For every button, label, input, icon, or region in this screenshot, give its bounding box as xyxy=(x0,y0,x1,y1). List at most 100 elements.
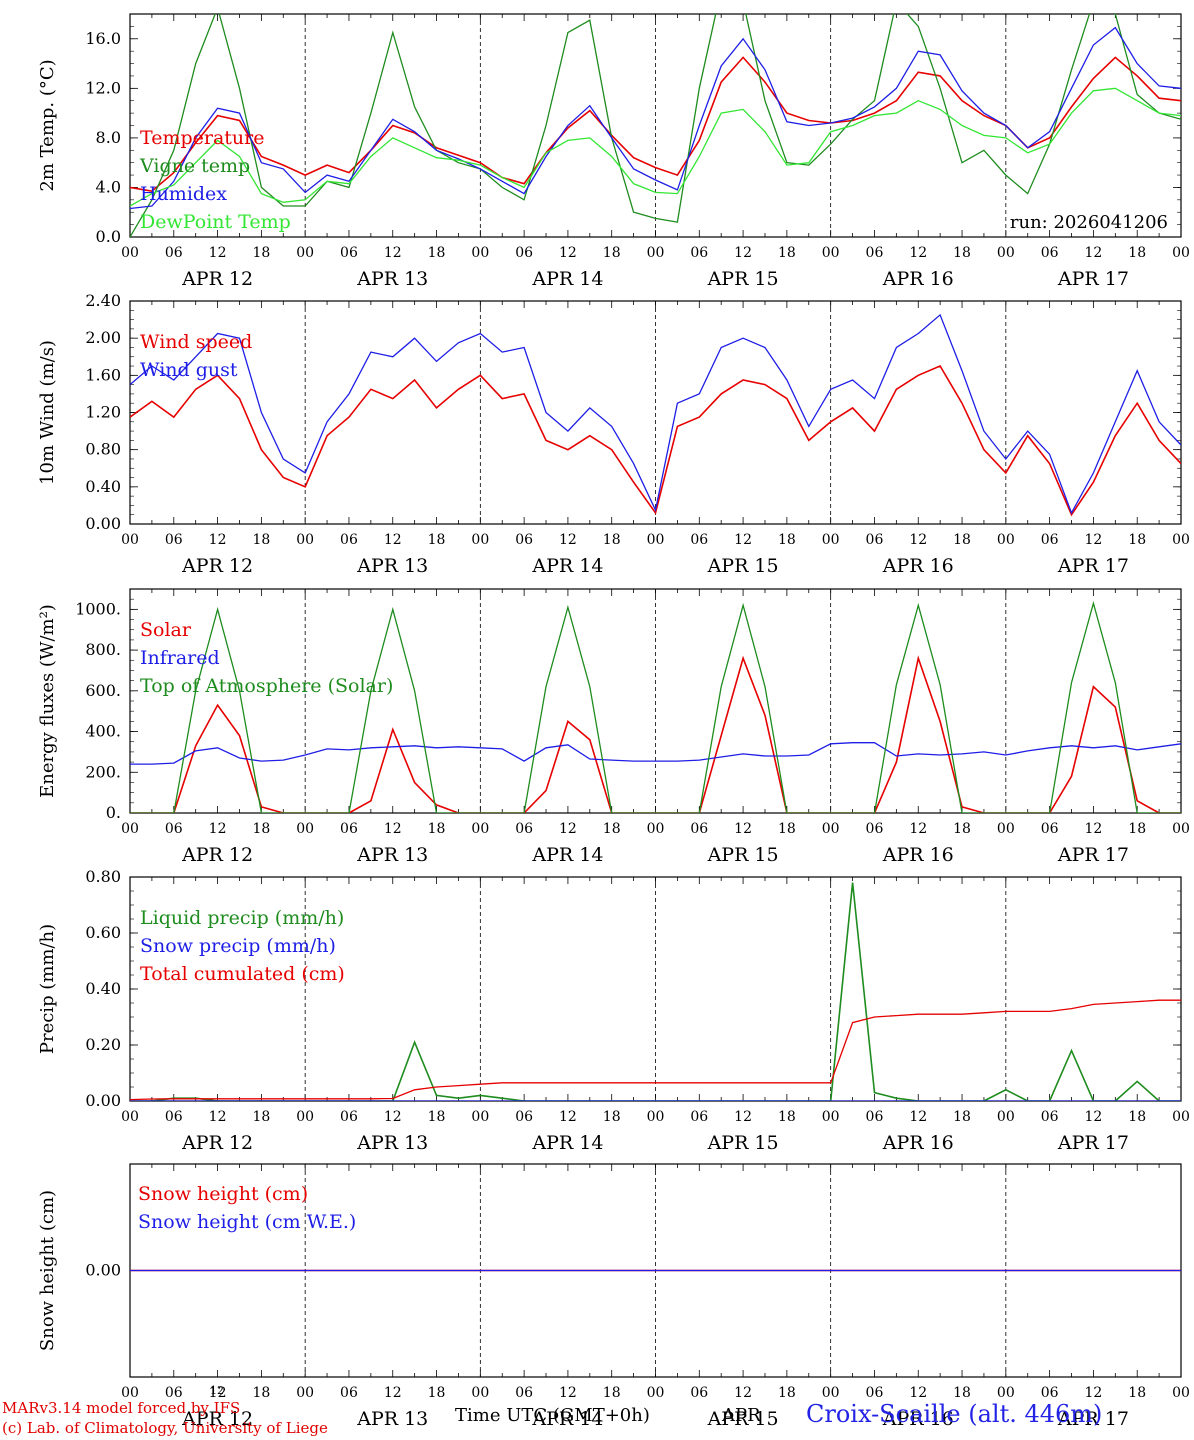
x-tick-label: 06 xyxy=(690,532,708,548)
x-tick-label: 00 xyxy=(296,1109,314,1125)
x-tick-label: 06 xyxy=(340,1385,358,1401)
x-tick-label: 12 xyxy=(559,1385,577,1401)
day-label: APR 12 xyxy=(181,268,253,290)
y-tick-label: 1.20 xyxy=(85,403,121,422)
x-tick-label: 18 xyxy=(428,1109,446,1125)
panel-3: 00 06 12 18 00 06 12 18 00 06 12 18 00 06 12 18 00 06 12 18… xyxy=(37,588,1190,866)
legend-entry: Wind speed xyxy=(140,331,252,353)
x-tick-label: 12 xyxy=(734,245,752,261)
x-tick-label: 00 xyxy=(1172,821,1190,837)
x-tick-label: 00 xyxy=(121,245,139,261)
x-tick-label: 18 xyxy=(1128,1385,1146,1401)
x-tick-label: 06 xyxy=(1041,532,1059,548)
x-tick-label: 18 xyxy=(778,1385,796,1401)
series-line-dewpoint-temp xyxy=(130,87,1181,207)
x-tick-label: 00 xyxy=(471,821,489,837)
legend-entry: Temperature xyxy=(140,127,264,149)
day-label: APR 17 xyxy=(1057,844,1129,866)
y-tick-label: 0.20 xyxy=(85,1035,121,1054)
y-tick-label: 16.0 xyxy=(85,29,121,48)
x-tick-label: 06 xyxy=(340,532,358,548)
legend-entry: Top of Atmosphere (Solar) xyxy=(140,675,393,697)
x-tick-label: 06 xyxy=(866,1385,884,1401)
panel-5: 00 06 12 18 00 06 12 18 00 06 12 18 00 06 12 18 00 06 12 18… xyxy=(37,1163,1190,1430)
day-label: APR 15 xyxy=(707,1408,779,1430)
day-label: APR 14 xyxy=(531,555,603,577)
x-tick-label: 06 xyxy=(1041,821,1059,837)
y-tick-label: 0.00 xyxy=(85,1091,121,1110)
series-line-wind-speed xyxy=(130,364,1181,517)
y-tick-label: 200. xyxy=(85,762,121,781)
x-tick-label: 00 xyxy=(822,821,840,837)
x-tick-label: 12 xyxy=(1085,245,1103,261)
day-label: APR 13 xyxy=(356,1408,428,1430)
day-label: APR 16 xyxy=(882,1408,954,1430)
y-tick-label: 2.00 xyxy=(85,328,121,347)
day-label: APR 15 xyxy=(707,1132,779,1154)
x-tick-label: 18 xyxy=(778,821,796,837)
legend-entry: Snow precip (mm/h) xyxy=(140,935,336,957)
x-tick-label: 18 xyxy=(603,532,621,548)
x-tick-label: 06 xyxy=(1041,1109,1059,1125)
day-label: APR 12 xyxy=(181,555,253,577)
x-tick-label: 00 xyxy=(296,532,314,548)
x-tick-label: 12 xyxy=(734,821,752,837)
y-axis-label: Snow height (cm) xyxy=(37,1190,58,1351)
x-tick-label: 18 xyxy=(1128,532,1146,548)
x-tick-label: 06 xyxy=(690,821,708,837)
x-tick-label: 18 xyxy=(252,1385,270,1401)
x-tick-label: 12 xyxy=(559,1109,577,1125)
y-tick-label: 0.40 xyxy=(85,979,121,998)
x-tick-label: 06 xyxy=(866,821,884,837)
x-tick-label: 00 xyxy=(822,532,840,548)
legend-entry: DewPoint Temp xyxy=(140,211,291,233)
x-tick-label: 00 xyxy=(997,1109,1015,1125)
legend-entry: Humidex xyxy=(140,183,227,205)
x-tick-label: 18 xyxy=(603,1385,621,1401)
x-tick-label: 06 xyxy=(165,532,183,548)
x-tick-label: 00 xyxy=(997,1385,1015,1401)
legend-entry: Infrared xyxy=(140,647,220,669)
day-label: APR 17 xyxy=(1057,555,1129,577)
x-tick-label: 00 xyxy=(997,532,1015,548)
x-tick-label: 18 xyxy=(428,532,446,548)
legend-entry: Liquid precip (mm/h) xyxy=(140,907,344,929)
time-axis-title: Time UTC (GMT+0h) xyxy=(455,1405,650,1426)
x-tick-label: 00 xyxy=(997,821,1015,837)
day-label: APR 14 xyxy=(531,844,603,866)
y-tick-label: 0.0 xyxy=(96,227,121,246)
day-label: APR 15 xyxy=(707,555,779,577)
series-line-total-cumulated-cm- xyxy=(130,999,1181,1101)
x-tick-label: 00 xyxy=(997,245,1015,261)
day-label: APR 17 xyxy=(1057,268,1129,290)
x-tick-label: 00 xyxy=(1172,245,1190,261)
y-tick-label: 0.00 xyxy=(85,1261,121,1280)
x-tick-label: 12 xyxy=(1085,821,1103,837)
footer-credits: MARv3.14 model forced by IFS (c) Lab. of… xyxy=(2,1398,328,1438)
x-tick-label: 18 xyxy=(778,1109,796,1125)
x-tick-label: 12 xyxy=(384,1385,402,1401)
day-label: APR 17 xyxy=(1057,1132,1129,1154)
x-tick-label: 06 xyxy=(1041,245,1059,261)
x-tick-label: 12 xyxy=(1085,1109,1103,1125)
y-tick-label: 0.40 xyxy=(85,477,121,496)
x-tick-label: 06 xyxy=(515,821,533,837)
x-tick-label: 06 xyxy=(866,1109,884,1125)
x-tick-label: 18 xyxy=(953,245,971,261)
model-line: MARv3.14 model forced by IFS xyxy=(2,1399,241,1417)
x-tick-label: 18 xyxy=(778,532,796,548)
x-tick-label: 00 xyxy=(647,1109,665,1125)
legend-entry: Total cumulated (cm) xyxy=(140,963,345,985)
credit-line: (c) Lab. of Climatology, University of L… xyxy=(2,1419,328,1437)
x-tick-label: 00 xyxy=(647,1385,665,1401)
day-label: APR 12 xyxy=(181,1408,253,1430)
x-tick-label: 00 xyxy=(121,1385,139,1401)
x-tick-label: 06 xyxy=(515,245,533,261)
x-tick-label: 00 xyxy=(121,1109,139,1125)
x-tick-label: 12 xyxy=(909,532,927,548)
x-tick-label: 12 xyxy=(734,1385,752,1401)
x-tick-label: 12 xyxy=(734,1109,752,1125)
x-tick-label: 06 xyxy=(165,1109,183,1125)
y-tick-label: 0.60 xyxy=(85,923,121,942)
